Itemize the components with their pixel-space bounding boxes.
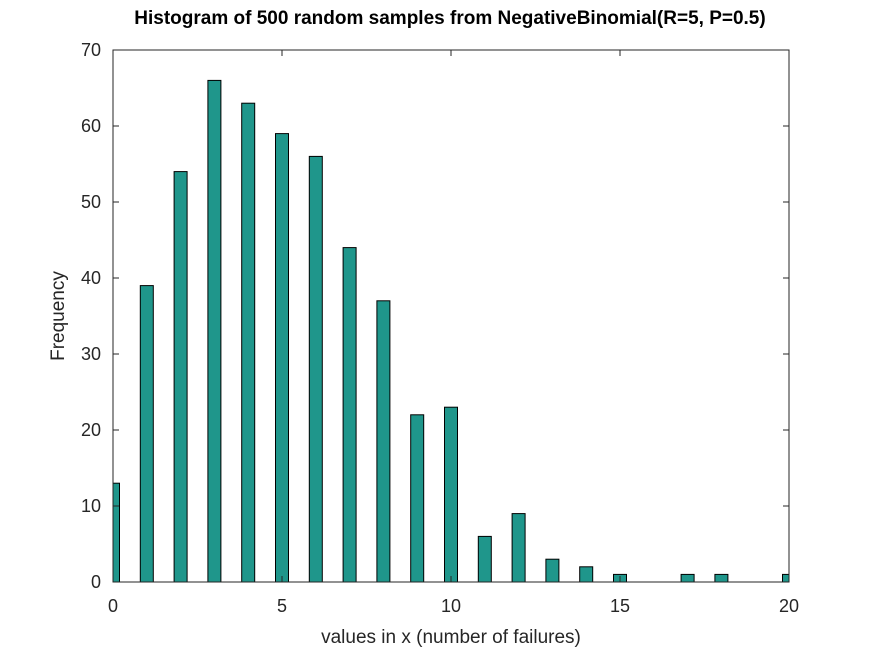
bar-x-13: [545, 558, 560, 583]
y-tick-label: 40: [81, 268, 101, 288]
bar-x-3: [207, 79, 222, 583]
y-tick-label: 20: [81, 420, 101, 440]
bar-x-0: [112, 482, 120, 583]
y-tick-label: 0: [91, 572, 101, 592]
x-tick-label: 10: [441, 596, 461, 616]
x-tick-label: 20: [779, 596, 799, 616]
bar-x-4: [241, 102, 256, 583]
bar-x-5: [275, 133, 289, 583]
bar-x-9: [410, 414, 425, 583]
bar-x-2: [173, 171, 188, 583]
bar-x-8: [376, 300, 391, 583]
bar-x-14: [579, 566, 594, 583]
bar-x-1: [139, 285, 154, 583]
y-tick-label: 30: [81, 344, 101, 364]
y-tick-label: 60: [81, 116, 101, 136]
bar-x-11: [477, 535, 492, 583]
x-tick-label: 15: [610, 596, 630, 616]
bar-x-10: [444, 406, 458, 583]
x-tick-label: 0: [108, 596, 118, 616]
bars-group: [112, 79, 790, 583]
chart-title: Histogram of 500 random samples from Neg…: [134, 8, 765, 29]
bar-x-7: [342, 247, 357, 583]
x-axis-label: values in x (number of failures): [321, 627, 581, 648]
y-tick-label: 50: [81, 192, 101, 212]
bar-x-17: [680, 573, 695, 583]
bar-x-18: [714, 573, 729, 583]
bar-x-20: [782, 573, 790, 583]
x-tick-label: 5: [277, 596, 287, 616]
bar-x-6: [308, 155, 323, 583]
y-tick-label: 70: [81, 40, 101, 60]
y-axis: 0 10 20 30 40 50 60 70: [81, 40, 789, 592]
x-axis: 0 5 10 15 20: [108, 50, 799, 616]
y-tick-label: 10: [81, 496, 101, 516]
bar-x-12: [511, 513, 526, 583]
y-axis-label: Frequency: [48, 271, 69, 361]
